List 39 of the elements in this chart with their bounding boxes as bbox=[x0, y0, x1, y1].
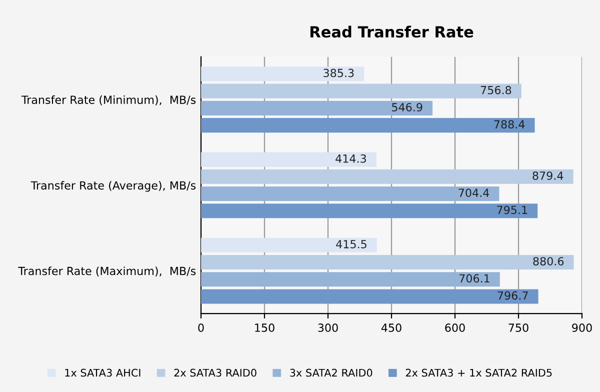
bar bbox=[201, 272, 500, 287]
x-tick-label: 900 bbox=[572, 324, 592, 332]
chart-title: Read Transfer Rate bbox=[310, 26, 474, 38]
data-label: 880.6 bbox=[533, 257, 564, 266]
bar bbox=[201, 169, 574, 184]
bar bbox=[201, 100, 433, 116]
data-label: 546.9 bbox=[392, 103, 422, 112]
bar bbox=[201, 66, 364, 82]
bar bbox=[201, 186, 500, 202]
x-tick-label: 450 bbox=[381, 324, 402, 332]
y-tick-label: Transfer Rate (Maximum), MB/s bbox=[18, 266, 196, 276]
legend-label: 3x SATA2 RAID0 bbox=[290, 368, 372, 377]
data-label: 879.4 bbox=[532, 171, 564, 180]
data-label: 795.1 bbox=[497, 206, 528, 214]
bar bbox=[201, 118, 535, 133]
x-tick-label: 300 bbox=[318, 324, 338, 332]
data-label: 788.4 bbox=[494, 120, 525, 129]
bar bbox=[201, 254, 574, 270]
data-label: 385.3 bbox=[324, 68, 354, 78]
x-tick-label: 0 bbox=[198, 324, 204, 332]
data-label: 704.4 bbox=[458, 188, 490, 198]
legend-label: 2x SATA3 RAID0 bbox=[174, 368, 256, 377]
bar bbox=[201, 152, 376, 167]
data-label: 706.1 bbox=[459, 274, 490, 283]
bar bbox=[201, 238, 377, 252]
data-label: 796.7 bbox=[498, 291, 528, 300]
bar bbox=[201, 204, 538, 218]
data-label: 415.5 bbox=[336, 240, 366, 248]
y-tick-label: Transfer Rate (Average), MB/s bbox=[30, 181, 196, 192]
data-label: 414.3 bbox=[336, 154, 366, 163]
x-tick-label: 150 bbox=[255, 324, 274, 332]
bar bbox=[201, 289, 538, 304]
legend-label: 1x SATA3 AHCI bbox=[65, 368, 140, 377]
x-tick-label: 600 bbox=[445, 324, 465, 332]
x-tick-label: 750 bbox=[508, 324, 528, 332]
legend-label: 2x SATA3 + 1x SATA2 RAID5 bbox=[406, 368, 552, 377]
y-tick-label: Transfer Rate (Minimum), MB/s bbox=[21, 95, 196, 106]
bar bbox=[201, 84, 522, 98]
data-label: 756.8 bbox=[480, 86, 512, 94]
